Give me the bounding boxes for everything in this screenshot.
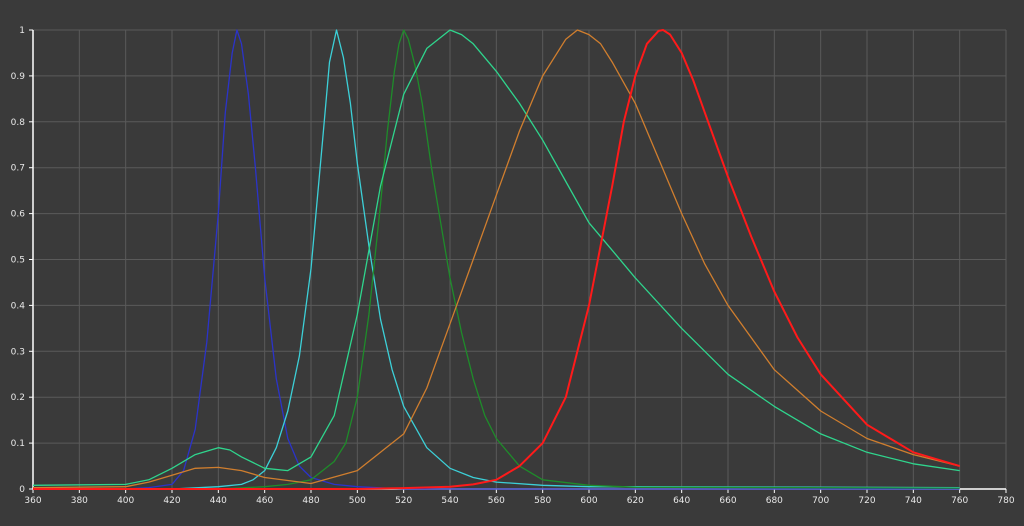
y-tick-label: 0.3 bbox=[11, 347, 25, 357]
x-tick-label: 400 bbox=[117, 496, 134, 506]
y-tick-label: 0.6 bbox=[11, 210, 26, 220]
x-tick-label: 500 bbox=[349, 496, 366, 506]
series-lines bbox=[32, 29, 960, 490]
x-tick-label: 440 bbox=[210, 496, 227, 506]
x-tick-label: 480 bbox=[302, 496, 319, 506]
x-tick-label: 760 bbox=[951, 496, 968, 506]
x-tick-label: 700 bbox=[812, 496, 829, 506]
x-tick-label: 680 bbox=[766, 496, 783, 506]
x-tick-label: 520 bbox=[395, 496, 412, 506]
y-tick-label: 1 bbox=[19, 26, 25, 36]
x-tick-label: 640 bbox=[673, 496, 690, 506]
y-tick-labels: 0 0.1 0.2 0.3 0.4 0.5 0.6 0.7 0.8 0.9 1 bbox=[11, 26, 33, 495]
x-tick-label: 600 bbox=[580, 496, 597, 506]
x-tick-label: 620 bbox=[627, 496, 644, 506]
x-tick-label: 460 bbox=[256, 496, 273, 506]
x-tick-label: 560 bbox=[488, 496, 505, 506]
y-tick-label: 0.5 bbox=[11, 256, 25, 266]
y-tick-label: 0.4 bbox=[11, 301, 26, 311]
series-line-6 bbox=[33, 29, 960, 490]
y-tick-label: 0.9 bbox=[11, 72, 26, 82]
series-line-3 bbox=[33, 29, 960, 490]
x-tick-label: 540 bbox=[441, 496, 458, 506]
series-line-4 bbox=[32, 29, 960, 486]
x-tick-label: 360 bbox=[24, 496, 41, 506]
x-tick-label: 740 bbox=[905, 496, 922, 506]
y-tick-label: 0.2 bbox=[11, 393, 25, 403]
x-tick-label: 660 bbox=[719, 496, 736, 506]
x-tick-label: 780 bbox=[997, 496, 1014, 506]
series-line-5 bbox=[32, 29, 960, 489]
x-tick-label: 380 bbox=[71, 496, 88, 506]
y-tick-label: 0.8 bbox=[11, 118, 26, 128]
x-tick-labels: 360 380 400 420 440 460 480 500 520 540 560 580 600 6… bbox=[24, 489, 1015, 506]
grid-lines bbox=[33, 29, 1007, 489]
x-tick-label: 580 bbox=[534, 496, 551, 506]
x-tick-label: 720 bbox=[858, 496, 875, 506]
y-tick-label: 0 bbox=[19, 485, 25, 495]
y-tick-label: 0.7 bbox=[11, 164, 25, 174]
y-tick-label: 0.1 bbox=[11, 439, 25, 449]
series-line-1 bbox=[33, 29, 960, 490]
x-tick-label: 420 bbox=[163, 496, 180, 506]
